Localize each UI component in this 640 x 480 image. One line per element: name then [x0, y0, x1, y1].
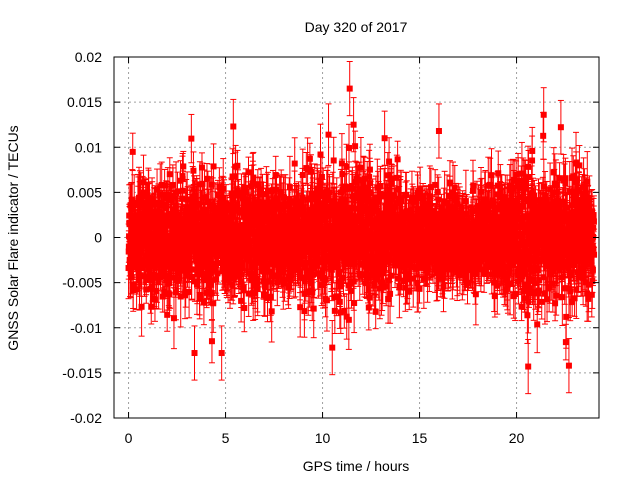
solar-flare-chart: 0 5 10 15 20-0.02-0.015-0.01-0.00500.0050.01… — [5, 19, 600, 474]
